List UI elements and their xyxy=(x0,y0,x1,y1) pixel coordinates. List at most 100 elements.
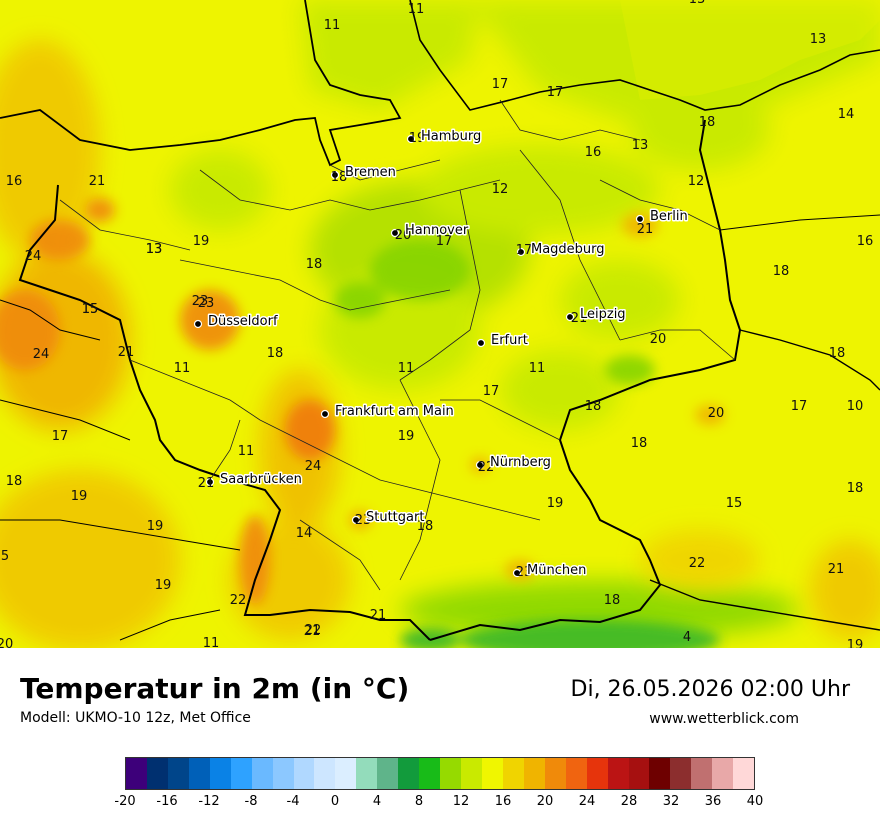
state-borders xyxy=(59,99,736,591)
temperature-value: 18 xyxy=(306,257,323,272)
temperature-value: 24 xyxy=(305,459,322,474)
city-dot xyxy=(351,515,361,525)
temperature-value: 18 xyxy=(631,436,648,451)
legend-swatch xyxy=(377,758,399,789)
temperature-value: 13 xyxy=(146,242,163,257)
temperature-value: 21 xyxy=(89,174,106,189)
temperature-value: 18 xyxy=(699,115,716,130)
city-name: Düsseldorf xyxy=(208,314,278,329)
legend-swatch xyxy=(461,758,482,789)
city-temperature: 21 xyxy=(571,311,588,326)
city-name: Saarbrücken xyxy=(220,472,302,487)
city-dot xyxy=(320,409,330,419)
color-legend: -20 -16 -12 -8 -4 0 4 8 12 16 20 24 28 32 36 40 xyxy=(114,757,763,809)
city-dot xyxy=(476,338,486,348)
temperature-value: 22 xyxy=(689,556,706,571)
temperature-value: 17 xyxy=(52,429,69,444)
legend-tick-label: 20 xyxy=(536,794,554,809)
city-d-sseldorf: 23 Düsseldorf xyxy=(193,296,279,331)
city-temperature: 23 xyxy=(355,513,372,528)
legend-swatch xyxy=(502,758,524,789)
legend-tick-label: 40 xyxy=(746,794,764,809)
temperature-labels: 1111131313141617171816131212162124131918… xyxy=(0,0,873,648)
legend-tick-label: 12 xyxy=(452,794,470,809)
legend-swatch xyxy=(733,758,755,789)
temperature-value: 19 xyxy=(147,519,164,534)
city-dot xyxy=(406,134,416,144)
city-name: Berlin xyxy=(650,209,688,224)
city-temperature: 22 xyxy=(478,460,495,475)
temperature-map: 1111131313141617171816131212162124131918… xyxy=(0,0,880,648)
city-dot xyxy=(330,170,340,180)
city-erfurt: Erfurt xyxy=(476,332,529,350)
temperature-value: 16 xyxy=(585,145,602,160)
legend-swatch xyxy=(419,758,441,789)
city-temperature: 23 xyxy=(516,565,533,580)
city-temperature: 21 xyxy=(637,222,654,237)
website-link[interactable]: www.wetterblick.com xyxy=(649,711,799,727)
city-name: Hannover xyxy=(405,223,469,238)
temperature-field xyxy=(0,0,880,648)
temperature-value: 21 xyxy=(118,345,135,360)
city-temperature: 19 xyxy=(409,131,426,146)
temperature-value: 18 xyxy=(847,481,864,496)
city-name: Nürnberg xyxy=(490,455,551,470)
legend-swatch xyxy=(712,758,734,789)
legend-swatch xyxy=(628,758,650,789)
temperature-value: 12 xyxy=(492,182,509,197)
legend-bar xyxy=(125,757,755,790)
legend-swatch xyxy=(314,758,336,789)
city-name: Bremen xyxy=(345,165,396,180)
temperature-value: 10 xyxy=(847,399,864,414)
legend-tick-label: -16 xyxy=(156,794,178,809)
temperature-value: 18 xyxy=(773,264,790,279)
legend-swatch xyxy=(607,758,629,789)
legend-swatch xyxy=(586,758,608,789)
city-name: Stuttgart xyxy=(366,510,424,525)
legend-tick-label: -20 xyxy=(114,794,136,809)
model-info: Modell: UKMO-10 12z, Met Office xyxy=(20,710,251,726)
legend-swatch xyxy=(440,758,461,789)
temperature-value: 13 xyxy=(632,138,649,153)
city-dot xyxy=(475,460,485,470)
legend-tick-label: -12 xyxy=(198,794,220,809)
legend-swatch xyxy=(565,758,587,789)
temperature-value: 11 xyxy=(238,444,255,459)
city-dot xyxy=(635,214,645,224)
city-saarbr-cken: 21 Saarbrücken xyxy=(198,471,304,492)
temperature-value: 18 xyxy=(585,399,602,414)
legend-swatch xyxy=(691,758,713,789)
temperature-value: 22 xyxy=(230,593,247,608)
legend-swatch xyxy=(146,758,168,789)
temperature-value: 19 xyxy=(155,578,172,593)
city-dot xyxy=(516,247,526,257)
map-title: Temperatur in 2m (in °C) xyxy=(20,672,410,705)
legend-swatch xyxy=(649,758,671,789)
temperature-value: 11 xyxy=(529,361,546,376)
city-temperature: 21 xyxy=(198,476,215,491)
temperature-value: 24 xyxy=(25,249,42,264)
temperature-value: 22 xyxy=(305,623,322,638)
temperature-value: 13 xyxy=(689,0,706,7)
legend-swatch xyxy=(398,758,420,789)
temperature-value: 12 xyxy=(688,174,705,189)
legend-swatch xyxy=(188,758,210,789)
city-dot xyxy=(390,228,400,238)
temperature-value: 21 xyxy=(304,624,321,639)
legend-swatch xyxy=(523,758,545,789)
temperature-value: 14 xyxy=(296,526,313,541)
temperature-value: 11 xyxy=(408,2,425,17)
legend-tick-label: 32 xyxy=(662,794,680,809)
city-temperature: 20 xyxy=(395,228,412,243)
city-name: Leipzig xyxy=(580,307,626,322)
temperature-value: 13 xyxy=(146,242,163,257)
temperature-value: 17 xyxy=(483,384,500,399)
temperature-value: 19 xyxy=(847,638,864,648)
temperature-value: 15 xyxy=(82,302,99,317)
temperature-value: 20 xyxy=(708,406,725,421)
temperature-value: 17 xyxy=(547,85,564,100)
